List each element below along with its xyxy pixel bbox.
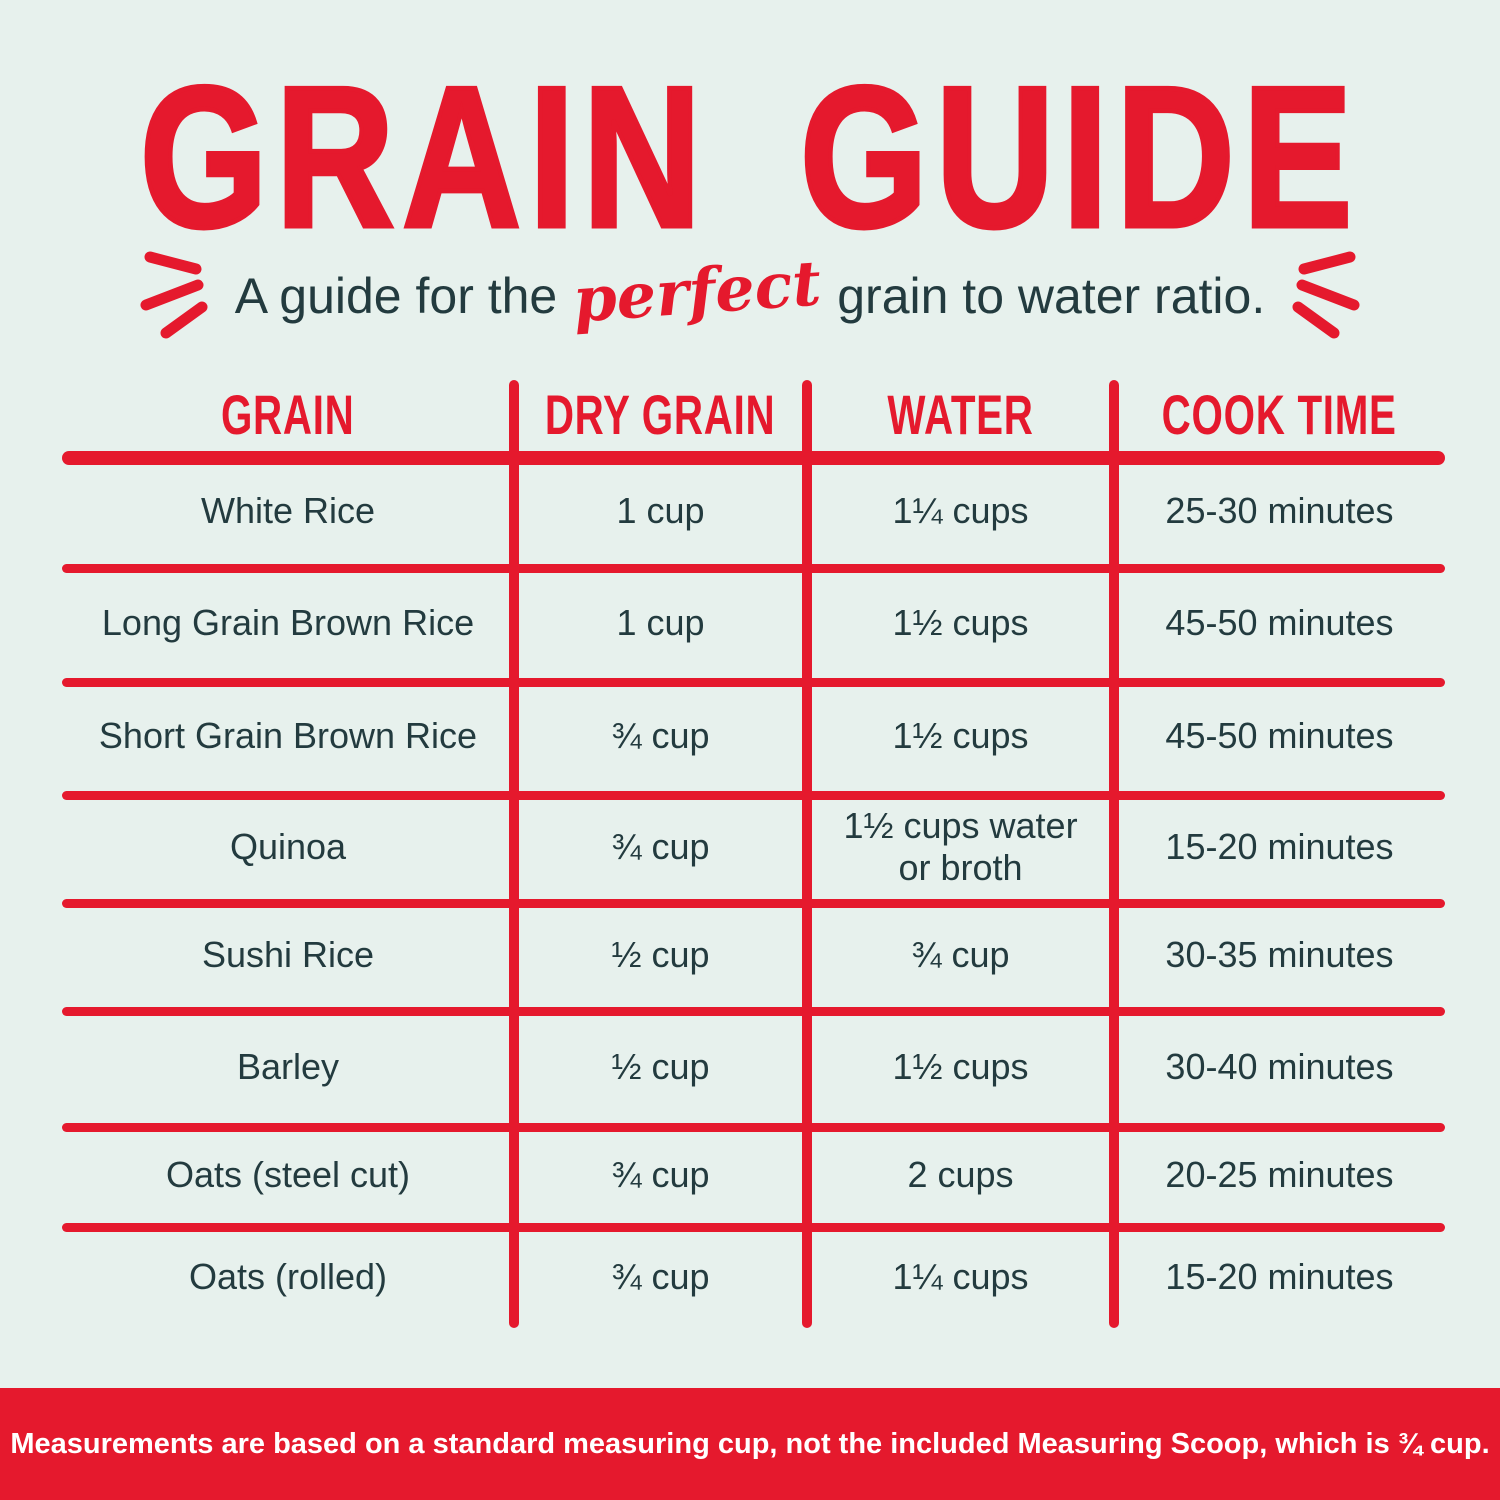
column-header-water: WATER xyxy=(807,378,1114,450)
cook-time-cell: 25-30 minutes xyxy=(1165,489,1394,531)
table-row: Barley ½ cup 1½ cups 30-40 minutes xyxy=(62,1011,1445,1123)
dry-grain-cell: 1 cup xyxy=(616,489,705,531)
subtitle-prefix: A guide for the xyxy=(234,268,558,324)
table-row: Quinoa ¾ cup 1½ cups water or broth 15-2… xyxy=(62,795,1445,899)
emphasis-dashes-right-icon xyxy=(1292,251,1360,339)
water-cell: 1½ cups xyxy=(892,601,1029,643)
column-header-dry-grain-label: DRY GRAIN xyxy=(545,382,776,446)
dry-grain-cell: 1 cup xyxy=(616,601,705,643)
column-header-dry-grain: DRY GRAIN xyxy=(514,378,807,450)
table-row-divider xyxy=(62,899,1445,908)
footer-note-bar: Measurements are based on a standard mea… xyxy=(0,1388,1500,1500)
table-row-divider xyxy=(62,791,1445,800)
table-row: Long Grain Brown Rice 1 cup 1½ cups 45-5… xyxy=(62,568,1445,678)
cook-time-cell: 20-25 minutes xyxy=(1165,1153,1394,1195)
grain-cell: Long Grain Brown Rice xyxy=(101,601,475,643)
grain-cell: Quinoa xyxy=(229,825,347,867)
cook-time-cell: 15-20 minutes xyxy=(1165,825,1394,867)
water-cell: ¾ cup xyxy=(911,933,1010,975)
grain-cell: Sushi Rice xyxy=(201,933,375,975)
cook-time-cell: 45-50 minutes xyxy=(1165,715,1394,757)
table-row-divider xyxy=(62,1007,1445,1016)
cook-time-cell: 15-20 minutes xyxy=(1165,1255,1394,1297)
subtitle-text: A guide for the perfect grain to water r… xyxy=(234,246,1266,336)
table-row: Oats (steel cut) ¾ cup 2 cups 20-25 minu… xyxy=(62,1127,1445,1223)
water-cell: 1½ cups xyxy=(892,1045,1029,1087)
water-cell: 1¼ cups xyxy=(892,1255,1029,1297)
subtitle-suffix: grain to water ratio. xyxy=(837,268,1266,324)
grain-cell: Oats (rolled) xyxy=(188,1255,388,1297)
cook-time-cell: 30-35 minutes xyxy=(1165,933,1394,975)
dry-grain-cell: ½ cup xyxy=(611,1045,710,1087)
cook-time-cell: 45-50 minutes xyxy=(1165,601,1394,643)
page-title: GRAIN GUIDE xyxy=(0,46,1500,269)
dry-grain-cell: ¾ cup xyxy=(611,1153,710,1195)
grain-cell: Barley xyxy=(236,1045,340,1087)
emphasis-dashes-left-icon xyxy=(140,251,208,339)
page-title-text: GRAIN GUIDE xyxy=(138,46,1361,269)
water-cell: 2 cups xyxy=(907,1153,1014,1195)
grain-cell: Short Grain Brown Rice xyxy=(98,715,478,757)
dry-grain-cell: ¾ cup xyxy=(611,825,710,867)
water-cell: 1½ cups xyxy=(892,715,1029,757)
table-row: White Rice 1 cup 1¼ cups 25-30 minutes xyxy=(62,458,1445,564)
column-header-cook-time-label: COOK TIME xyxy=(1162,382,1397,446)
grain-cell: Oats (steel cut) xyxy=(165,1153,411,1195)
table-row-divider xyxy=(62,1123,1445,1132)
table-row: Oats (rolled) ¾ cup 1¼ cups 15-20 minute… xyxy=(62,1227,1445,1327)
footer-note-text: Measurements are based on a standard mea… xyxy=(10,1427,1490,1460)
table-column-divider xyxy=(1109,380,1119,1328)
table-row-divider xyxy=(62,564,1445,573)
table-row-divider xyxy=(62,678,1445,687)
dry-grain-cell: ¾ cup xyxy=(611,1255,710,1297)
table-row: Sushi Rice ½ cup ¾ cup 30-35 minutes xyxy=(62,903,1445,1007)
table-column-divider xyxy=(802,380,812,1328)
grain-cell: White Rice xyxy=(200,489,376,531)
table-row-divider xyxy=(62,1223,1445,1232)
table-header-row: GRAIN DRY GRAIN WATER COOK TIME xyxy=(62,378,1445,450)
cook-time-cell: 30-40 minutes xyxy=(1165,1045,1394,1087)
table-column-divider xyxy=(509,380,519,1328)
column-header-water-label: WATER xyxy=(887,382,1034,446)
column-header-grain-label: GRAIN xyxy=(221,382,355,446)
column-header-cook-time: COOK TIME xyxy=(1114,378,1445,450)
dry-grain-cell: ½ cup xyxy=(611,933,710,975)
table-header-divider xyxy=(62,451,1445,465)
table-row: Short Grain Brown Rice ¾ cup 1½ cups 45-… xyxy=(62,682,1445,791)
dry-grain-cell: ¾ cup xyxy=(611,715,710,757)
subtitle: A guide for the perfect grain to water r… xyxy=(0,245,1500,341)
water-cell: 1½ cups water or broth xyxy=(843,804,1078,888)
subtitle-highlight: perfect xyxy=(570,246,824,337)
column-header-grain: GRAIN xyxy=(62,378,514,450)
water-cell: 1¼ cups xyxy=(892,489,1029,531)
